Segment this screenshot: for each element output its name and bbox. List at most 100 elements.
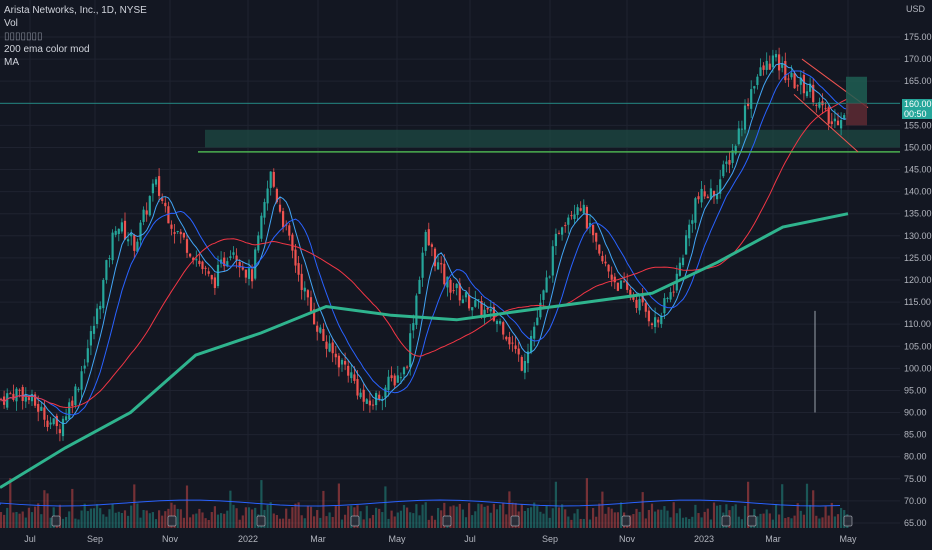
volume-bar <box>176 508 179 528</box>
candle-body <box>402 367 406 375</box>
volume-bar <box>573 513 576 528</box>
candle-body <box>83 365 86 369</box>
candle-body <box>424 231 427 251</box>
candle-body <box>61 418 65 437</box>
candle-body <box>548 276 551 278</box>
volume-bar <box>0 512 3 528</box>
earnings-marker-icon <box>843 515 853 527</box>
candle-body <box>799 77 802 85</box>
time-axis[interactable]: Jul Sep Nov 2022 Mar May Jul Sep Nov 2023 Mar May <box>24 534 857 544</box>
volume-bar <box>688 518 691 528</box>
candle-body <box>638 299 641 311</box>
candle-body <box>743 105 747 130</box>
candle-body <box>644 303 647 312</box>
legend-ma-indicator[interactable]: MA <box>4 57 19 68</box>
legend-symbol-title[interactable]: Arista Networks, Inc., 1D, NYSE <box>4 5 147 16</box>
x-tick-label: Mar <box>765 534 781 544</box>
volume-bar <box>204 518 207 528</box>
candle-body <box>24 394 27 402</box>
volume-bar <box>647 509 650 528</box>
volume-bar <box>768 513 771 528</box>
volume-bar <box>418 515 421 528</box>
volume-bar <box>18 513 21 528</box>
candle-body <box>9 393 12 395</box>
volume-bar <box>136 503 139 528</box>
volume-bar <box>592 508 595 528</box>
volume-bar <box>278 518 282 528</box>
volume-bar <box>365 505 368 528</box>
legend-indicator-boxed[interactable]: ▯▯▯▯▯▯▯ <box>4 31 43 42</box>
y-tick-label: 75.00 <box>904 474 927 484</box>
candle-body <box>790 72 793 78</box>
legend-ema-indicator[interactable]: 200 ema color mod <box>4 44 90 55</box>
earnings-marker-icon <box>747 515 757 527</box>
volume-bar <box>812 490 815 528</box>
volume-bar <box>247 507 251 528</box>
volume-bar <box>269 502 272 528</box>
volume-bar <box>46 493 49 528</box>
candle-body <box>21 387 24 401</box>
candle-body <box>725 161 728 164</box>
candle-body <box>483 309 486 318</box>
candle-body <box>30 393 34 402</box>
candle-body <box>154 179 158 185</box>
volume-bar <box>238 519 241 528</box>
candle-body <box>604 261 607 264</box>
candle-body <box>325 341 328 349</box>
earnings-marker-icon <box>51 515 61 527</box>
volume-bar <box>340 519 344 528</box>
volume-bar <box>548 517 551 528</box>
candle-body <box>111 232 114 261</box>
candle-body <box>344 361 347 365</box>
candle-body <box>356 379 359 396</box>
candle-body <box>694 198 697 223</box>
candle-body <box>105 260 108 280</box>
candle-body <box>551 246 554 276</box>
candle-body <box>337 355 340 368</box>
candle-body <box>585 206 588 229</box>
x-tick-label: Sep <box>542 534 558 544</box>
candle-body <box>613 276 616 283</box>
volume-bar <box>638 511 641 528</box>
support-zone-rect <box>205 129 900 148</box>
candle-body <box>359 392 362 398</box>
volume-bar <box>567 516 570 528</box>
volume-bar <box>511 502 514 528</box>
volume-bar <box>663 506 666 528</box>
x-tick-label: May <box>388 534 406 544</box>
candle-body <box>257 235 260 251</box>
candle-body <box>136 241 139 252</box>
volume-bar <box>523 511 526 528</box>
candle-body <box>601 255 604 262</box>
candle-body <box>688 224 691 239</box>
candle-body <box>309 297 313 312</box>
candle-body <box>734 146 737 154</box>
volume-bar <box>712 502 716 528</box>
legend-volume[interactable]: Vol <box>4 18 18 29</box>
candle-body <box>619 280 623 289</box>
candle-body <box>204 267 207 269</box>
candle-body <box>266 188 269 204</box>
volume-bar <box>316 510 319 528</box>
volume-bar <box>226 510 229 528</box>
volume-bar <box>164 511 167 528</box>
volume-bar <box>613 512 616 528</box>
candle-body <box>43 407 46 420</box>
volume-bar <box>700 517 703 528</box>
candle-body <box>827 107 830 124</box>
volume-bar <box>836 514 840 528</box>
candle-body <box>399 377 402 379</box>
candle-body <box>123 220 127 240</box>
volume-bar <box>793 515 796 528</box>
candle-body <box>517 348 520 355</box>
volume-bar <box>89 508 92 528</box>
y-tick-label: 140.00 <box>904 187 932 197</box>
candle-body <box>703 191 706 197</box>
y-tick-label: 100.00 <box>904 363 932 373</box>
volume-bar <box>551 508 554 528</box>
volume-bar <box>616 512 619 528</box>
candle-body <box>368 400 371 406</box>
volume-bar <box>530 507 533 528</box>
candle-body <box>706 196 709 199</box>
